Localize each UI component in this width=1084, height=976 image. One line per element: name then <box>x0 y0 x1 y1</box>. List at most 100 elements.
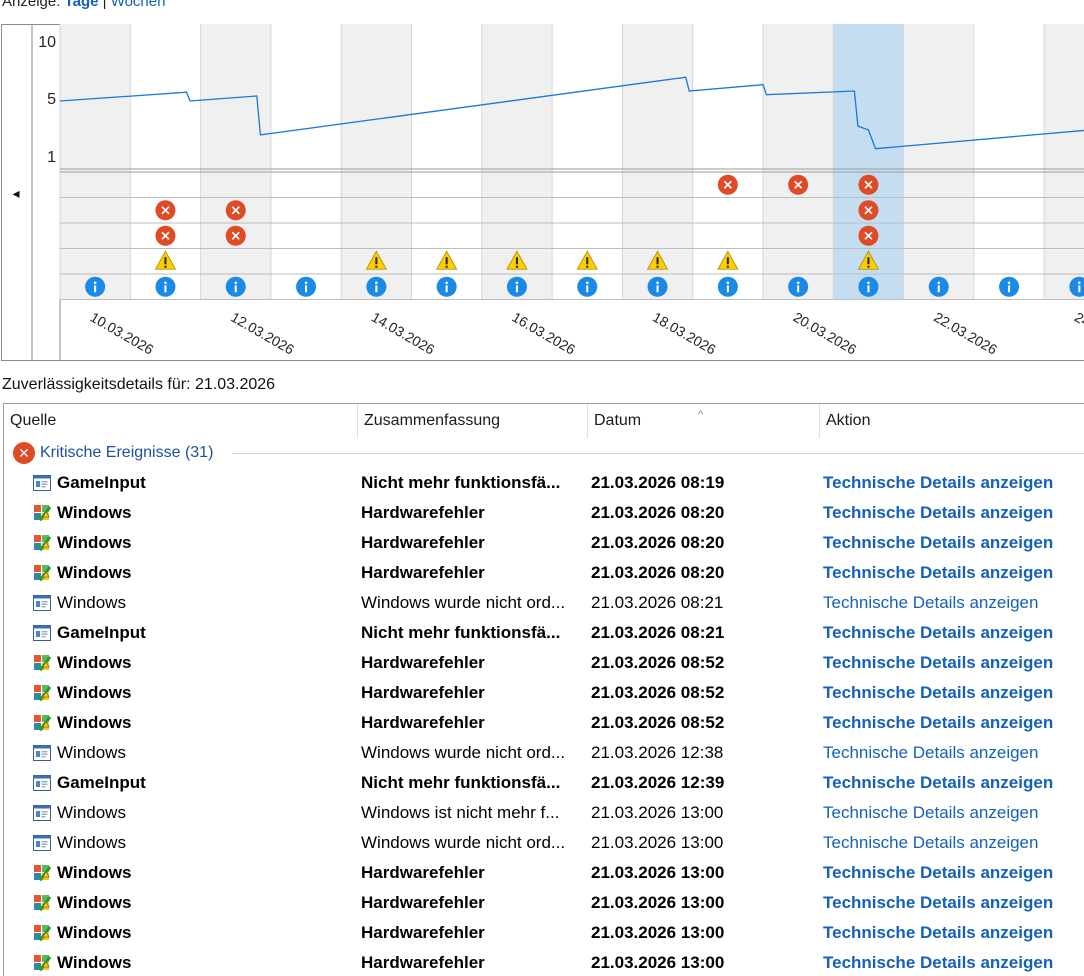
table-row[interactable]: Windows Windows ist nicht mehr f... 21.03.… <box>4 798 1084 828</box>
view-weeks-link[interactable]: Wochen <box>110 0 166 10</box>
info-event-icon <box>366 276 387 297</box>
col-header-date[interactable]: Datum ^ <box>588 404 820 438</box>
row-source: Windows <box>57 563 132 582</box>
view-technical-details-link[interactable]: Technische Details anzeigen <box>823 893 1054 912</box>
view-technical-details-link[interactable]: Technische Details anzeigen <box>823 713 1054 732</box>
table-row[interactable]: GameInput Nicht mehr funktionsfä... 21.03.… <box>4 768 1084 798</box>
table-row[interactable]: Windows Windows wurde nicht ord... 21.03.2… <box>4 588 1084 618</box>
warning-event-icon <box>365 250 388 270</box>
row-source: Windows <box>57 743 126 762</box>
table-row[interactable]: Windows Hardwarefehler 21.03.2026 13:00 Tec… <box>4 948 1084 976</box>
row-summary: Hardwarefehler <box>361 533 485 552</box>
table-row[interactable]: Windows Hardwarefehler 21.03.2026 08:52 Tec… <box>4 678 1084 708</box>
row-source: Windows <box>57 803 126 822</box>
col-date-label: Datum <box>594 412 642 429</box>
stability-index-line <box>59 76 1084 150</box>
row-summary: Hardwarefehler <box>361 893 485 912</box>
table-row[interactable]: Windows Hardwarefehler 21.03.2026 08:20 Tec… <box>4 558 1084 588</box>
day-column <box>763 24 834 300</box>
table-row[interactable]: Windows Windows wurde nicht ord... 21.03.2… <box>4 738 1084 768</box>
col-header-action[interactable]: Aktion <box>820 404 1084 438</box>
view-separator: | <box>102 0 107 10</box>
app-window-icon <box>32 473 52 493</box>
row-date: 21.03.2026 12:39 <box>591 773 725 792</box>
row-summary: Hardwarefehler <box>361 923 485 942</box>
row-date: 21.03.2026 13:00 <box>591 953 725 972</box>
view-technical-details-link[interactable]: Technische Details anzeigen <box>823 683 1054 702</box>
table-row[interactable]: Windows Hardwarefehler 21.03.2026 08:20 Tec… <box>4 528 1084 558</box>
view-technical-details-link[interactable]: Technische Details anzeigen <box>823 533 1054 552</box>
row-date: 21.03.2026 08:52 <box>591 713 725 732</box>
app-window-icon <box>32 773 52 793</box>
col-header-source[interactable]: Quelle <box>4 404 358 438</box>
view-technical-details-link[interactable]: Technische Details anzeigen <box>823 563 1054 582</box>
day-column <box>1044 24 1084 300</box>
row-source: Windows <box>57 893 132 912</box>
info-event-icon <box>506 276 527 297</box>
view-technical-details-link[interactable]: Technische Details anzeigen <box>823 503 1054 522</box>
info-event-icon <box>788 276 809 297</box>
critical-event-icon <box>717 174 738 195</box>
row-source: GameInput <box>57 623 146 642</box>
col-summary-label: Zusammenfassung <box>364 412 501 429</box>
view-technical-details-link[interactable]: Technische Details anzeigen <box>823 803 1039 822</box>
row-date: 21.03.2026 08:20 <box>591 533 725 552</box>
info-event-icon <box>858 276 879 297</box>
windows-shield-icon <box>32 923 52 943</box>
y-tick-label: 10 <box>38 34 56 51</box>
table-row[interactable]: Windows Hardwarefehler 21.03.2026 13:00 Tec… <box>4 858 1084 888</box>
row-summary: Hardwarefehler <box>361 503 485 522</box>
table-row[interactable]: Windows Hardwarefehler 21.03.2026 13:00 Tec… <box>4 888 1084 918</box>
table-row[interactable]: Windows Hardwarefehler 21.03.2026 08:20 Tec… <box>4 498 1084 528</box>
table-row[interactable]: Windows Hardwarefehler 21.03.2026 13:00 Tec… <box>4 918 1084 948</box>
critical-events-group[interactable]: ✕ Kritische Ereignisse (31) <box>4 438 1084 468</box>
error-icon: ✕ <box>13 442 35 464</box>
day-column <box>200 24 271 300</box>
view-technical-details-link[interactable]: Technische Details anzeigen <box>823 653 1054 672</box>
sort-ascending-icon: ^ <box>698 409 704 421</box>
view-days-link[interactable]: Tage <box>64 0 99 10</box>
row-summary: Nicht mehr funktionsfä... <box>361 473 561 492</box>
view-technical-details-link[interactable]: Technische Details anzeigen <box>823 833 1039 852</box>
view-technical-details-link[interactable]: Technische Details anzeigen <box>823 863 1054 882</box>
critical-event-icon <box>858 200 879 221</box>
events-table: Quelle Zusammenfassung Datum ^ Aktion ✕ … <box>3 403 1084 976</box>
windows-shield-icon <box>32 893 52 913</box>
windows-shield-icon <box>32 683 52 703</box>
row-summary: Nicht mehr funktionsfä... <box>361 623 561 642</box>
row-summary: Windows wurde nicht ord... <box>361 593 566 612</box>
table-row[interactable]: Windows Windows wurde nicht ord... 21.03.2… <box>4 828 1084 858</box>
warning-event-icon <box>435 250 458 270</box>
info-event-icon <box>999 276 1020 297</box>
table-body: GameInput Nicht mehr funktionsfä... 21.03.… <box>4 468 1084 976</box>
row-source: Windows <box>57 923 132 942</box>
view-technical-details-link[interactable]: Technische Details anzeigen <box>823 773 1054 792</box>
table-row[interactable]: GameInput Nicht mehr funktionsfä... 21.03.… <box>4 468 1084 498</box>
windows-shield-icon <box>32 653 52 673</box>
scroll-left-icon[interactable]: ◂ <box>12 186 19 202</box>
windows-shield-icon <box>32 563 52 583</box>
row-source: Windows <box>57 953 132 972</box>
row-source: Windows <box>57 863 132 882</box>
warning-event-icon <box>154 250 177 270</box>
view-technical-details-link[interactable]: Technische Details anzeigen <box>823 623 1054 642</box>
critical-event-icon <box>858 225 879 246</box>
view-technical-details-link[interactable]: Technische Details anzeigen <box>823 473 1054 492</box>
table-row[interactable]: Windows Hardwarefehler 21.03.2026 08:52 Tec… <box>4 648 1084 678</box>
warning-event-icon <box>857 250 880 270</box>
row-date: 21.03.2026 08:20 <box>591 503 725 522</box>
view-technical-details-link[interactable]: Technische Details anzeigen <box>823 743 1039 762</box>
view-technical-details-link[interactable]: Technische Details anzeigen <box>823 593 1039 612</box>
row-source: Windows <box>57 713 132 732</box>
row-summary: Nicht mehr funktionsfä... <box>361 773 561 792</box>
view-technical-details-link[interactable]: Technische Details anzeigen <box>823 923 1054 942</box>
view-technical-details-link[interactable]: Technische Details anzeigen <box>823 953 1054 972</box>
warning-event-icon <box>506 250 528 270</box>
row-summary: Hardwarefehler <box>361 863 485 882</box>
table-row[interactable]: Windows Hardwarefehler 21.03.2026 08:52 Tec… <box>4 708 1084 738</box>
table-row[interactable]: GameInput Nicht mehr funktionsfä... 21.03.… <box>4 618 1084 648</box>
row-date: 21.03.2026 08:52 <box>591 653 725 672</box>
app-window-icon <box>32 593 52 613</box>
col-header-summary[interactable]: Zusammenfassung <box>358 404 588 438</box>
